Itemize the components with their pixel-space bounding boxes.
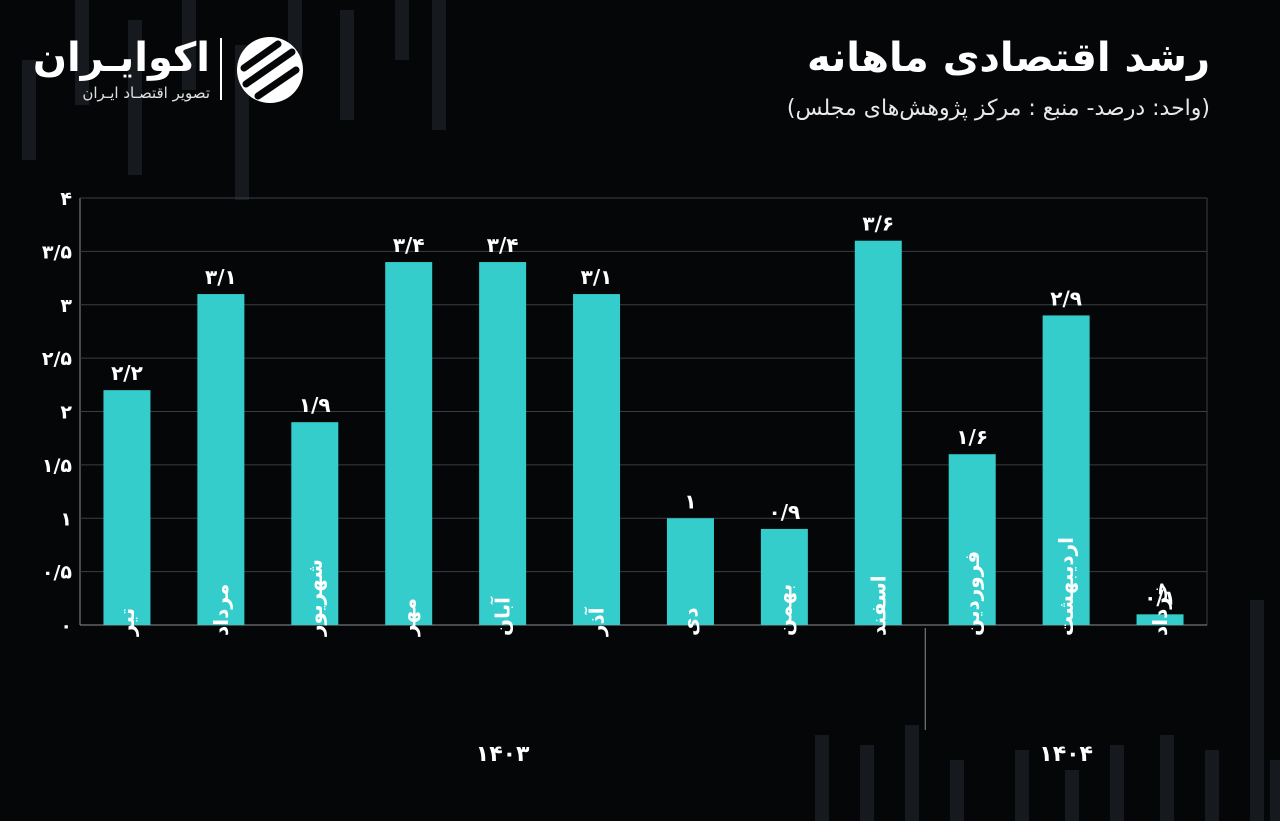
bar — [760, 528, 808, 625]
chart-title: رشد اقتصادی ماهانه — [807, 35, 1210, 81]
x-tick-label: فروردین — [960, 551, 984, 636]
year-group-label: ۱۴۰۳ — [476, 742, 530, 767]
deco-candle — [1065, 770, 1079, 821]
data-label: ۳/۴ — [393, 233, 425, 257]
y-tick-label: ۱/۵ — [42, 455, 73, 477]
y-tick-label: ۲ — [60, 402, 72, 424]
x-tick-label: اردیبهشت — [1054, 537, 1078, 636]
deco-candle — [1250, 600, 1264, 821]
data-label: ۱ — [684, 489, 696, 513]
data-label: ۰/۹ — [769, 500, 801, 524]
x-tick-label: اسفند — [866, 575, 890, 636]
bar — [1136, 614, 1184, 625]
y-tick-label: ۱ — [60, 508, 72, 530]
bar — [948, 454, 996, 625]
deco-candle — [1110, 745, 1124, 821]
deco-candle — [340, 10, 354, 120]
bar — [197, 294, 245, 625]
y-tick-label: ۳ — [60, 295, 72, 317]
deco-candle — [182, 0, 196, 90]
y-tick-label: ۴ — [60, 188, 72, 210]
ecoiran-logo-icon — [237, 37, 303, 103]
bar — [385, 262, 433, 625]
data-label: ۳/۱ — [581, 265, 613, 289]
x-tick-label: خرداد — [1148, 582, 1172, 636]
deco-candle — [950, 760, 964, 821]
y-tick-label: ۳/۵ — [42, 241, 73, 263]
deco-candle — [128, 20, 142, 175]
logo: اکوایـران تصویر اقتصـاد ایـران — [32, 32, 318, 112]
x-tick-label: شهریور — [303, 559, 327, 637]
x-tick-label: مرداد — [209, 584, 233, 636]
logo-divider — [220, 38, 222, 100]
deco-candle — [75, 0, 89, 105]
chart-subtitle: (واحد: درصد- منبع : مرکز پژوهش‌های مجلس) — [786, 96, 1210, 121]
logo-name: اکوایـران — [32, 35, 210, 81]
bar — [666, 518, 714, 625]
x-tick-label: مهر — [397, 598, 421, 637]
x-tick-label: تیر — [115, 608, 139, 637]
bar — [1042, 315, 1090, 625]
deco-candle — [905, 725, 919, 821]
data-label: ۳/۶ — [862, 212, 894, 236]
data-label: ۲/۲ — [111, 361, 143, 385]
deco-candle — [432, 0, 446, 130]
year-group-label: ۱۴۰۴ — [1039, 742, 1093, 767]
bar — [573, 294, 621, 625]
y-tick-label: ۲/۵ — [42, 348, 73, 370]
deco-candle — [1270, 760, 1280, 821]
bar — [479, 262, 527, 625]
y-tick-label: ۰/۵ — [42, 562, 73, 584]
x-tick-label: بهمن — [772, 584, 796, 636]
deco-candle — [1015, 750, 1029, 821]
deco-candle — [860, 745, 874, 821]
data-label: ۲/۹ — [1050, 286, 1082, 310]
y-tick-label: ۰ — [60, 615, 72, 637]
data-label: ۳/۱ — [205, 265, 237, 289]
logo-tagline: تصویر اقتصـاد ایـران — [82, 84, 210, 102]
bar — [854, 240, 902, 625]
deco-candle — [1160, 735, 1174, 821]
x-tick-label: آبان — [490, 596, 515, 636]
deco-candle — [22, 60, 36, 160]
chart-header: رشد اقتصادی ماهانه (واحد: درصد- منبع : م… — [787, 30, 1210, 121]
data-label: ۱/۹ — [299, 393, 331, 417]
deco-candle — [395, 0, 409, 60]
data-label: ۱/۶ — [956, 425, 988, 449]
deco-candle — [1205, 750, 1219, 821]
bar — [103, 390, 151, 625]
bar — [291, 422, 339, 625]
deco-candle — [815, 735, 829, 821]
data-label: ۳/۴ — [487, 233, 519, 257]
x-tick-label: دی — [678, 607, 702, 636]
x-tick-label: آذر — [584, 606, 609, 637]
data-label: ۰/۱ — [1144, 585, 1176, 609]
